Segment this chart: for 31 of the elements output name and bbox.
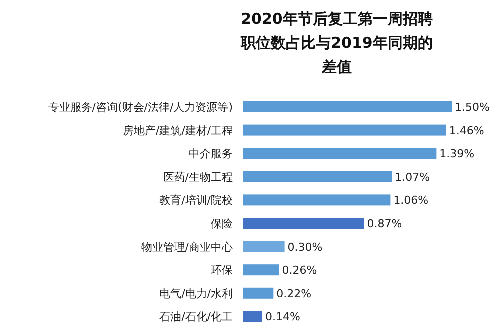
bar — [243, 102, 452, 112]
bar — [243, 194, 391, 206]
data-label: 1.46% — [449, 124, 484, 138]
data-label: 0.30% — [288, 240, 323, 254]
bar — [243, 148, 437, 160]
data-label: 1.39% — [440, 148, 475, 161]
data-label: 0.22% — [276, 287, 312, 300]
bar — [243, 218, 364, 229]
y-tick-label: 医药/生物工程 — [163, 170, 233, 184]
data-label: 1.50% — [455, 101, 490, 114]
bar — [243, 124, 446, 136]
bar — [243, 171, 392, 182]
bar — [243, 288, 274, 299]
y-tick-label: 教育/培训/院校 — [160, 194, 233, 208]
chart-title: 2020年节后复工第一周招聘职位数占比与2019年同期的差值 — [240, 10, 433, 76]
y-tick-label: 房地产/建筑/建材/工程 — [122, 124, 233, 138]
y-tick-label: 专业服务/咨询(财会/法律/人力资源等) — [48, 101, 233, 114]
y-tick-label: 中介服务 — [189, 148, 233, 161]
bar — [243, 311, 263, 322]
data-label: 0.26% — [282, 264, 318, 278]
y-tick-label: 物业管理/商业中心 — [141, 240, 233, 254]
y-tick-label: 环保 — [211, 264, 233, 278]
bar — [243, 264, 280, 276]
data-label: 0.14% — [266, 310, 300, 324]
y-tick-label: 保险 — [211, 218, 233, 230]
data-label: 1.06% — [394, 194, 429, 208]
data-label: 0.87% — [367, 218, 402, 230]
y-tick-label: 石油/石化/化工 — [160, 310, 233, 324]
bar — [243, 241, 285, 252]
y-tick-label: 电气/电力/水利 — [160, 287, 233, 300]
data-label: 1.07% — [395, 170, 430, 184]
